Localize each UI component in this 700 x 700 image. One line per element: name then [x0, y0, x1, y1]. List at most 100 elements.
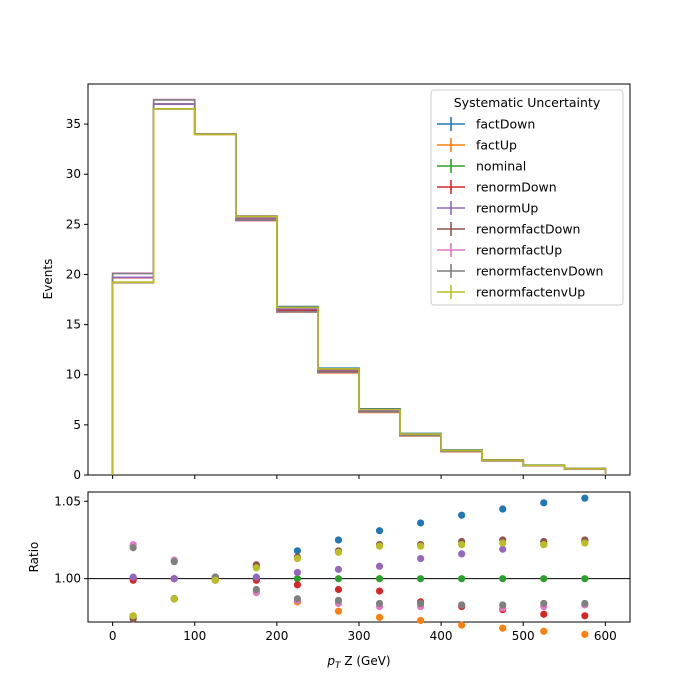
ratio-y-ticks: 1.00 1.05 — [54, 494, 88, 586]
legend-item-factUp: factUp — [437, 138, 517, 153]
legend-item-renormfactenvUp: renormfactenvUp — [437, 285, 585, 300]
ratio-point-factDown — [499, 505, 507, 513]
ratio-point-renormfactenvUp — [499, 539, 507, 547]
legend-item-renormUp: renormUp — [437, 201, 538, 216]
ratio-point-renormfactenvUp — [581, 539, 589, 547]
ratio-point-renormDown — [581, 612, 589, 620]
ratio-point-renormfactenvDown — [129, 544, 137, 552]
ratio-point-renormUp — [499, 545, 507, 553]
ratio-point-renormfactenvUp — [540, 541, 548, 549]
legend-label: renormfactenvUp — [476, 285, 585, 300]
step-line-renormfactenvUp — [111, 108, 607, 475]
ratio-point-renormfactenvDown — [170, 558, 178, 566]
ratio-point-renormfactenvDown — [581, 599, 589, 608]
legend: Systematic Uncertainty factDown factUp nom… — [430, 89, 624, 306]
ratio-point-renormUp — [375, 562, 384, 570]
ratio-point-renormfactenvUp — [458, 541, 466, 549]
ratio-point-renormDown — [375, 587, 384, 595]
ratio-x-tick-label: 200 — [265, 629, 288, 643]
ratio-x-tick-label: 600 — [594, 629, 617, 643]
ratio-points — [129, 494, 589, 638]
legend-item-renormfactenvDown: renormfactenvDown — [437, 264, 603, 279]
ratio-point-factUp — [581, 630, 589, 638]
legend-title: Systematic Uncertainty — [454, 95, 601, 110]
ratio-point-renormfactenvUp — [334, 548, 343, 556]
ratio-point-factDown — [334, 536, 343, 544]
legend-item-renormfactDown: renormfactDown — [437, 222, 580, 237]
ratio-point-renormfactenvUp — [129, 612, 137, 620]
legend-label: renormfactDown — [476, 222, 580, 237]
ratio-point-factUp — [458, 621, 466, 629]
ratio-point-renormUp — [129, 573, 137, 581]
ratio-point-renormfactenvUp — [211, 576, 219, 584]
legend-items: factDown factUp nominal renormDown renormUp r… — [437, 117, 603, 300]
top-y-tick-label: 0 — [73, 468, 81, 482]
top-y-tick-label: 20 — [66, 267, 81, 281]
ratio-point-renormDown — [540, 610, 548, 618]
ratio-point-factUp — [334, 607, 343, 615]
ratio-point-renormDown — [293, 581, 302, 589]
top-y-tick-label: 5 — [73, 418, 81, 432]
ratio-x-tick-label: 500 — [512, 629, 535, 643]
ratio-point-renormfactenvDown — [334, 596, 343, 604]
ratio-x-tick-label: 0 — [109, 629, 117, 643]
ratio-point-renormfactenvDown — [293, 595, 302, 603]
ratio-point-renormfactenvDown — [252, 585, 260, 594]
ratio-point-factDown — [540, 499, 548, 507]
ratio-point-renormfactenvUp — [293, 554, 302, 563]
ratio-point-nominal — [293, 575, 302, 583]
ratio-y-tick-label: 1.05 — [54, 494, 81, 508]
ratio-point-factDown — [581, 494, 589, 502]
ratio-point-renormUp — [293, 568, 302, 577]
ratio-point-nominal — [458, 575, 466, 583]
top-y-tick-label: 35 — [66, 117, 81, 131]
ratio-point-nominal — [416, 575, 425, 583]
top-y-tick-label: 15 — [66, 318, 81, 332]
legend-item-nominal: nominal — [437, 159, 526, 174]
ratio-point-factDown — [293, 547, 302, 555]
ratio-x-tick-label: 400 — [430, 629, 453, 643]
y-axis-label-ratio: Ratio — [27, 542, 41, 573]
ratio-point-factUp — [416, 616, 425, 625]
ratio-point-renormfactenvDown — [375, 599, 384, 608]
ratio-point-renormUp — [334, 565, 343, 573]
legend-frame — [430, 89, 624, 306]
legend-label: factUp — [476, 138, 517, 153]
ratio-point-renormfactenvUp — [416, 542, 425, 550]
ratio-x-tick-label: 100 — [183, 629, 206, 643]
ratio-point-factUp — [375, 613, 384, 621]
ratio-point-factUp — [540, 627, 548, 635]
top-x-ticks — [112, 475, 606, 479]
ratio-point-renormfactenvDown — [540, 599, 548, 608]
top-y-tick-label: 10 — [66, 368, 81, 382]
ratio-point-renormfactenvDown — [458, 601, 466, 609]
ratio-point-renormDown — [334, 585, 343, 594]
ratio-point-nominal — [581, 575, 589, 583]
legend-label: nominal — [476, 159, 526, 174]
legend-label: renormDown — [476, 180, 557, 195]
main-panel: 0 5 10 15 20 25 30 35 Events — [41, 83, 631, 482]
ratio-point-factDown — [416, 519, 425, 527]
legend-label: renormfactenvDown — [476, 264, 603, 279]
ratio-x-ticks: 0 100 200 300 400 500 600 — [109, 622, 617, 643]
top-y-tick-label: 25 — [66, 217, 81, 231]
top-y-tick-label: 30 — [66, 167, 81, 181]
legend-label: renormUp — [476, 201, 538, 216]
ratio-plot-frame — [87, 491, 631, 623]
ratio-y-tick-label: 1.00 — [54, 572, 81, 586]
legend-item-factDown: factDown — [437, 117, 535, 132]
ratio-point-renormUp — [416, 554, 425, 563]
x-axis-label: pT Z (GeV) — [326, 654, 390, 671]
top-y-ticks: 0 5 10 15 20 25 30 35 — [66, 117, 88, 482]
legend-item-renormfactUp: renormfactUp — [437, 243, 562, 258]
ratio-point-renormUp — [252, 573, 260, 581]
ratio-point-renormfactenvDown — [499, 601, 507, 609]
ratio-point-renormfactenvUp — [252, 564, 260, 572]
legend-label: factDown — [476, 117, 535, 132]
ratio-point-renormfactenvUp — [170, 595, 178, 603]
ratio-point-renormfactenvUp — [375, 542, 384, 550]
ratio-point-nominal — [375, 575, 384, 583]
ratio-point-nominal — [499, 575, 507, 583]
ratio-panel: 1.00 1.05 0 100 200 300 400 500 600 Ratio pT Z … — [27, 491, 631, 671]
